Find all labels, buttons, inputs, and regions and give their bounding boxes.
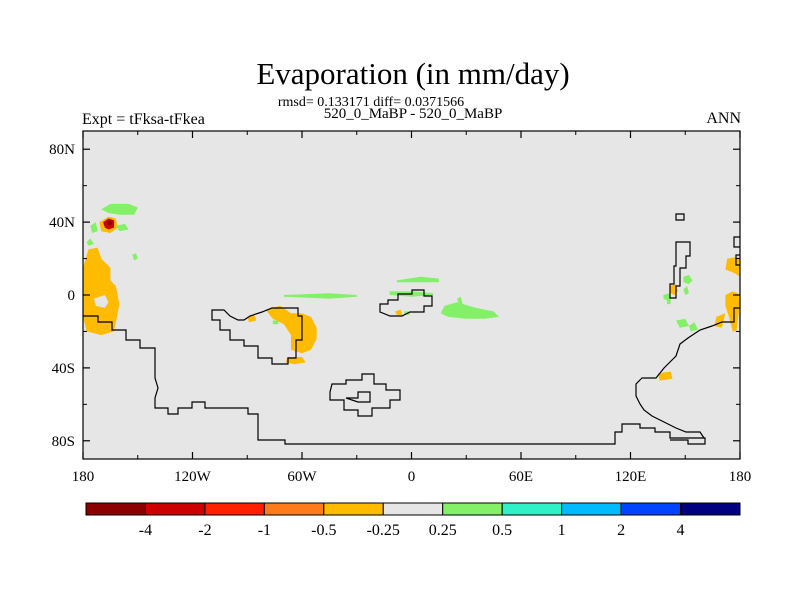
season-label: ANN [706,110,741,127]
anomaly-region-28 [683,275,693,285]
stats-line: rmsd= 0.133171 diff= 0.0371566 [277,95,465,110]
colorbar-box-3 [263,502,325,516]
x-tick-label-3: 0 [408,469,416,485]
colorbar-label-8: 2 [617,522,625,539]
colorbar-box-9 [620,502,682,516]
anomaly-region-7 [115,223,129,232]
experiment-label: Expt = tFksa-tFkea [82,111,205,128]
colorbar-label-3: -0.5 [311,522,336,539]
plot-title: Evaporation (in mm/day) [256,56,570,91]
colorbar-label-0: -4 [139,522,152,539]
colorbar-label-6: 0.5 [492,522,512,539]
anomaly-region-14 [283,293,357,299]
y-tick-label-3: 40S [52,361,75,377]
colorbar-box-6 [442,502,503,516]
colorbar-label-5: 0.25 [429,522,457,539]
colorbar-box-8 [561,502,622,516]
anomaly-region-19 [395,309,403,315]
colorbar-box-4 [323,502,384,516]
anomaly-region-21 [657,371,673,381]
y-tick-label-2: 0 [68,288,76,304]
colorbar: -4 -2 -1 -0.5 -0.25 0.25 0.5 1 2 4 [85,502,741,539]
x-tick-label-1: 120W [174,469,212,485]
colorbar-box-7 [501,502,563,516]
colorbar-box-2 [204,502,265,516]
anomaly-region-1 [94,295,109,308]
anomaly-region-12 [272,320,279,325]
anomaly-region-23 [688,322,698,332]
y-axis: 80N 40N 0 40S 80S [49,142,740,450]
anomaly-region-29 [683,285,689,295]
colorbar-label-2: -1 [258,522,271,539]
anomaly-region-26 [725,291,740,332]
coastline [83,213,740,445]
colorbar-label-1: -2 [198,522,211,539]
colorbar-label-4: -0.25 [367,522,400,539]
anomaly-region-9 [132,253,138,261]
colorbar-label-9: 4 [677,522,685,539]
anomaly-region-6 [101,203,138,215]
anomaly-region-10 [265,305,317,354]
x-tick-label-6: 180 [729,469,752,485]
anomaly-region-5 [106,220,113,226]
x-tick-label-2: 60W [287,469,317,485]
y-tick-label-4: 80S [52,434,75,450]
colorbar-box-0 [85,502,146,516]
x-tick-label-4: 60E [509,469,533,485]
y-tick-label-0: 80N [49,142,75,158]
anomaly-region-2 [90,222,98,233]
case-line: 520_0_MaBP - 520_0_MaBP [323,106,503,122]
anomaly-region-31 [667,298,671,305]
anomaly-region-15 [396,276,439,283]
anomaly-region-8 [86,238,94,246]
anomaly-region-0 [83,247,120,336]
colorbar-box-5 [382,502,444,516]
colorbar-box-10 [680,502,741,516]
x-tick-label-5: 120E [615,469,647,485]
x-tick-label-0: 180 [72,469,95,485]
anomaly-fills [83,203,740,381]
anomaly-region-30 [663,293,671,301]
colorbar-label-7: 1 [558,522,566,539]
anomaly-region-22 [676,318,689,328]
x-axis: 180 120W 60W 0 60E 120E 180 [72,131,752,485]
y-tick-label-1: 40N [49,215,75,231]
anomaly-region-17 [440,302,500,319]
anomaly-region-13 [285,357,306,365]
anomaly-region-18 [457,296,463,305]
colorbar-box-1 [144,502,206,516]
